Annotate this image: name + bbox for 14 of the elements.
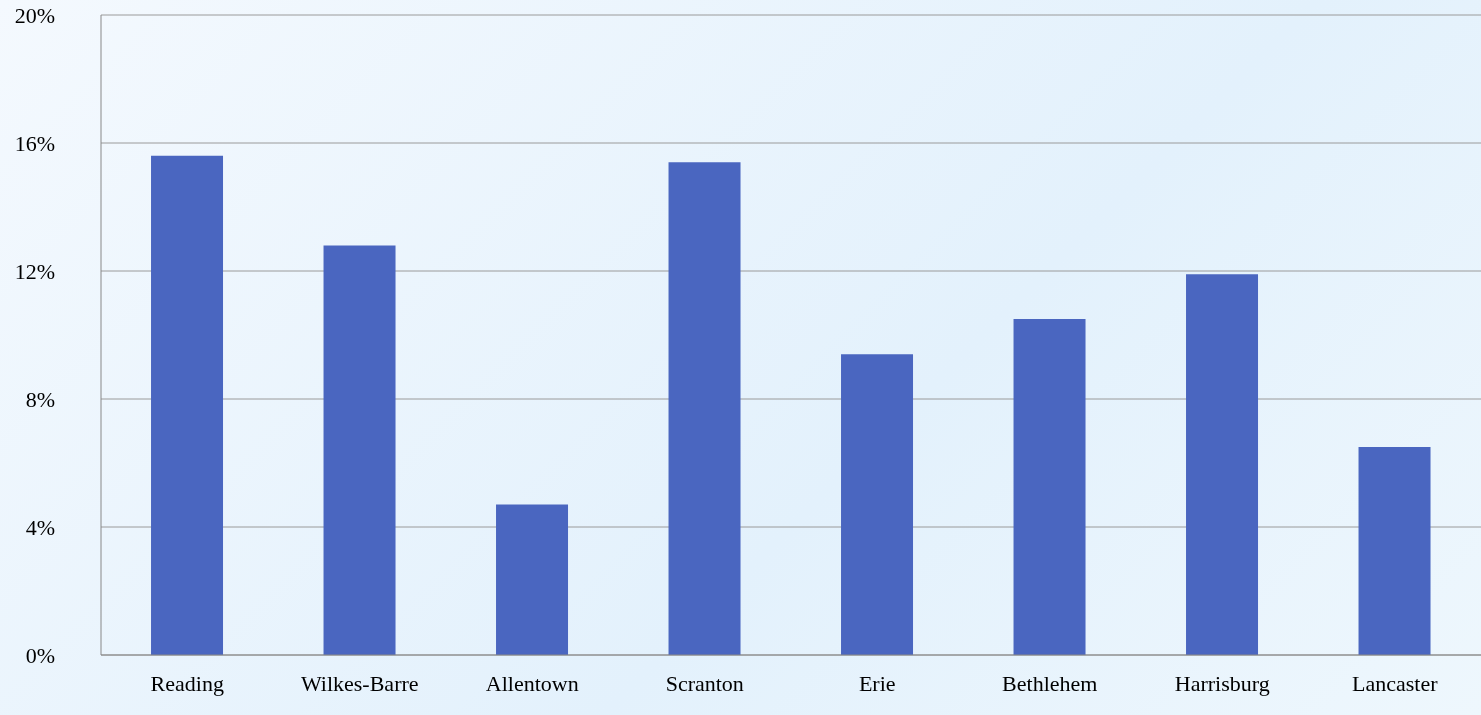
x-tick-label: Bethlehem [1002, 670, 1098, 696]
y-tick-label: 16% [14, 130, 55, 156]
y-tick-label: 12% [14, 258, 55, 284]
y-tick-label: 4% [25, 514, 55, 540]
x-tick-label: Reading [150, 670, 224, 696]
y-tick-label: 0% [25, 642, 55, 668]
x-tick-label: Wilkes-Barre [300, 670, 419, 696]
y-tick-label: 20% [14, 2, 55, 28]
x-tick-label: Erie [858, 670, 896, 696]
x-tick-label: Harrisburg [1174, 670, 1270, 696]
y-tick-label: 8% [25, 386, 55, 412]
x-tick-label: Lancaster [1352, 670, 1439, 696]
x-tick-label: Scranton [665, 670, 744, 696]
x-tick-label: Allentown [485, 670, 579, 696]
